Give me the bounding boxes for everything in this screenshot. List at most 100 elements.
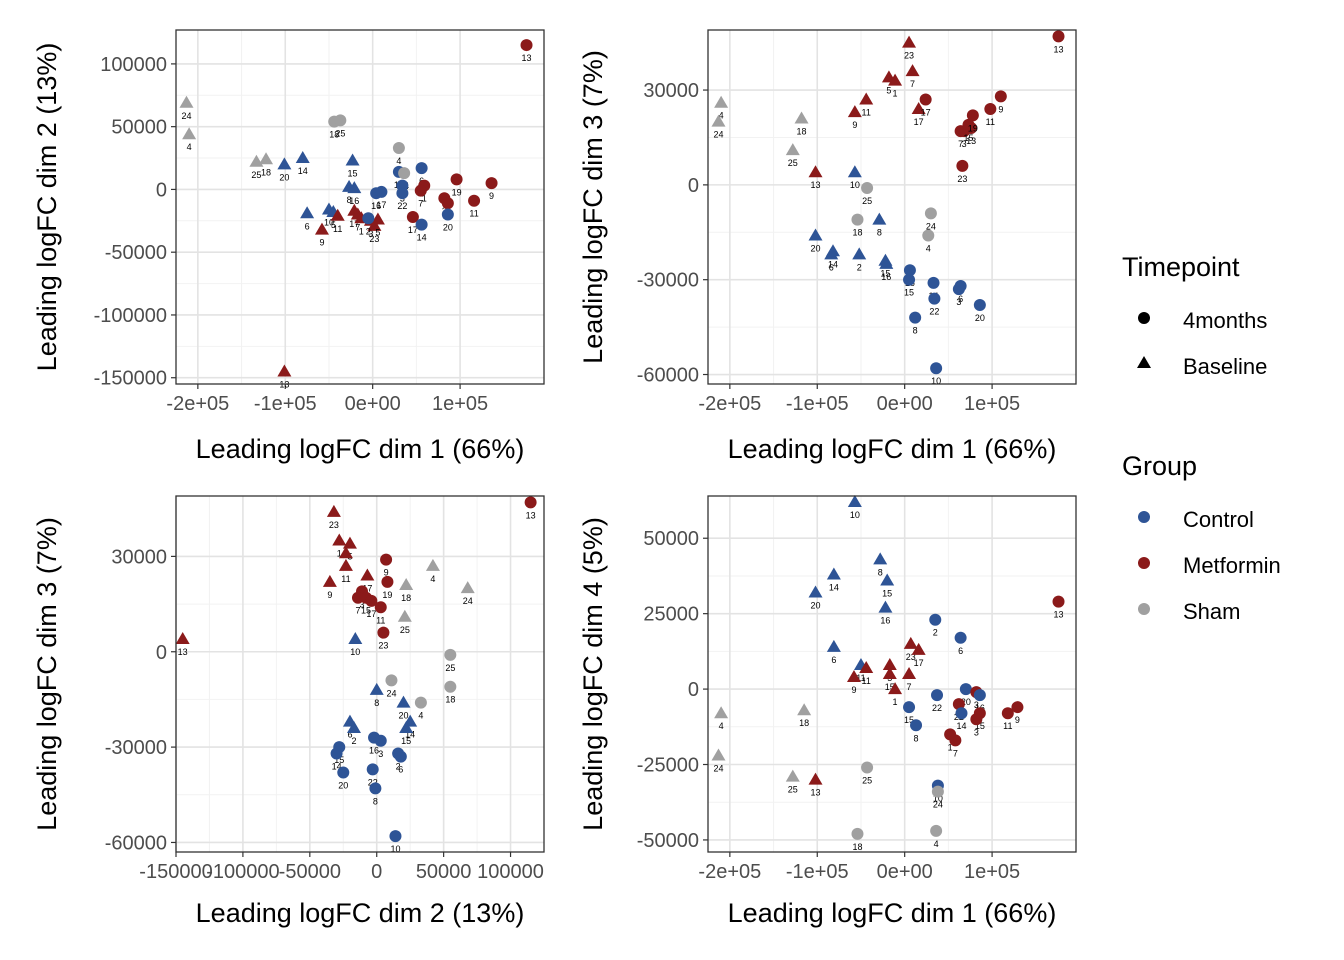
point-label: 6 (398, 765, 403, 775)
x-tick-label: -1e+05 (254, 393, 317, 415)
point-label: 17 (376, 200, 386, 210)
point-label: 7 (355, 223, 360, 233)
point-label: 17 (914, 117, 924, 127)
point-baseline-control (879, 256, 894, 269)
point-label: 14 (332, 761, 342, 771)
y-axis-title: Leading logFC dim 3 (7%) (32, 517, 62, 831)
y-tick-label: -100000 (94, 305, 167, 327)
y-tick-label: 30000 (111, 546, 167, 568)
point-4months-control (910, 719, 923, 732)
point-label: 14 (956, 721, 966, 731)
point-label: 13 (522, 53, 532, 63)
point-label: 6 (347, 730, 352, 740)
x-tick-label: 100000 (477, 861, 544, 883)
point-label: 11 (341, 574, 350, 584)
point-4months-control (415, 162, 428, 175)
point-4months-sham (931, 785, 944, 798)
point-4months-control (330, 747, 343, 760)
point-4months-sham (924, 207, 937, 220)
point-baseline-control (295, 151, 310, 164)
point-label: 20 (443, 223, 453, 233)
point-4months-control (952, 283, 965, 296)
point-4months-control (930, 362, 943, 375)
point-4months-control (366, 763, 379, 776)
point-label: 9 (1015, 715, 1020, 725)
point-label: 16 (880, 616, 890, 626)
point-label: 19 (968, 123, 978, 133)
point-label: 11 (333, 224, 342, 234)
point-label: 17 (408, 225, 418, 235)
point-label: 3 (368, 229, 373, 239)
legend-metformin-symbol (1138, 557, 1150, 569)
y-tick-label: -50000 (637, 830, 699, 852)
point-label: 15 (882, 588, 892, 598)
point-label: 25 (862, 196, 872, 206)
point-baseline-sham (711, 748, 726, 761)
point-baseline-metformin (314, 222, 329, 235)
point-label: 20 (811, 243, 821, 253)
point-baseline-control (399, 721, 414, 734)
point-4months-control (955, 707, 968, 720)
y-tick-label: 0 (688, 175, 699, 197)
point-label: 6 (305, 221, 310, 231)
legend-group-title: Group (1122, 451, 1197, 481)
point-label: 1 (359, 226, 364, 236)
point-baseline-sham (182, 127, 197, 140)
point-4months-control (928, 292, 941, 305)
x-tick-label: 0e+00 (345, 393, 401, 415)
point-label: 4 (430, 574, 435, 584)
point-label: 3 (962, 139, 967, 149)
point-label: 11 (862, 676, 871, 686)
point-label: 7 (953, 748, 958, 758)
point-label: 20 (338, 781, 348, 791)
point-4months-metformin (374, 601, 387, 614)
x-tick-label: -2e+05 (698, 861, 761, 883)
y-axis-title: Leading logFC dim 4 (5%) (578, 517, 608, 831)
point-baseline-metformin (905, 64, 920, 77)
point-baseline-control (826, 639, 841, 652)
legend-timepoint-title: Timepoint (1122, 252, 1240, 282)
point-4months-metformin (406, 211, 419, 224)
point-baseline-sham (785, 143, 800, 156)
point-baseline-metformin (902, 667, 917, 679)
point-label: 10 (350, 647, 360, 657)
point-label: 8 (877, 228, 882, 238)
y-tick-label: 50000 (643, 528, 699, 550)
point-4months-metformin (965, 121, 978, 134)
point-baseline-metformin (903, 636, 918, 649)
panel-border (707, 495, 1077, 853)
point-label: 8 (878, 567, 883, 577)
panel-border (707, 29, 1077, 385)
point-baseline-sham (259, 152, 274, 165)
point-label: 19 (382, 590, 392, 600)
legend-4months-label: 4months (1183, 308, 1267, 333)
point-baseline-metformin (859, 92, 874, 105)
y-tick-label: 25000 (643, 604, 699, 626)
point-4months-metformin (956, 159, 969, 172)
point-baseline-sham (797, 703, 812, 716)
point-label: 17 (914, 658, 924, 668)
panel-3: -150000-100000 -50000 0 50000 100000 -60000 -3… (32, 495, 545, 928)
point-label: 25 (335, 128, 345, 138)
point-4months-control (927, 276, 940, 289)
point-label: 22 (932, 703, 942, 713)
point-4months-sham (930, 824, 943, 837)
point-label: 6 (958, 294, 963, 304)
point-baseline-metformin (370, 212, 385, 225)
point-label: 8 (913, 326, 918, 336)
legend-baseline-label: Baseline (1183, 354, 1267, 379)
point-4months-metformin (919, 93, 932, 106)
point-label: 5 (886, 85, 891, 95)
point-4months-sham (334, 114, 347, 127)
point-baseline-control (873, 552, 888, 565)
point-baseline-metformin (338, 558, 353, 571)
point-baseline-control (880, 573, 895, 586)
point-4months-metformin (1001, 707, 1014, 720)
x-tick-label: 0e+00 (877, 393, 933, 415)
point-label: 9 (851, 685, 856, 695)
point-label: 18 (401, 593, 411, 603)
point-label: 1 (948, 742, 953, 752)
point-4months-control (389, 830, 402, 843)
point-label: 16 (349, 196, 359, 206)
point-4months-control (903, 273, 916, 286)
